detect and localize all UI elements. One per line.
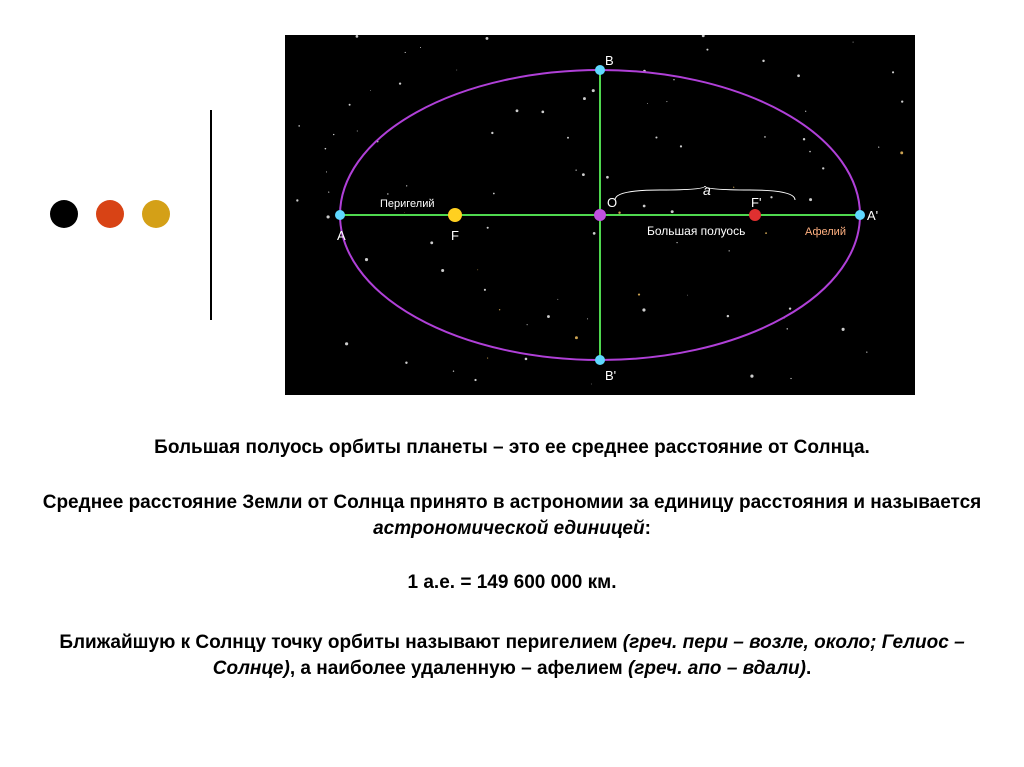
paragraph-au-value: 1 а.е. = 149 600 000 км. bbox=[30, 570, 994, 596]
p4-d: (греч. апо – вдали) bbox=[628, 658, 806, 679]
svg-text:a: a bbox=[703, 182, 711, 198]
p2-b: астрономической единицей bbox=[373, 518, 645, 539]
svg-text:F': F' bbox=[751, 195, 761, 210]
orbit-diagram: A A' B B' O F F' Перигелий Афелий Большая полуось… bbox=[285, 35, 915, 395]
svg-text:F: F bbox=[451, 228, 459, 243]
svg-text:B: B bbox=[605, 53, 614, 68]
dot-3 bbox=[142, 200, 170, 228]
svg-text:A': A' bbox=[867, 208, 878, 223]
paragraph-semi-axis: Большая полуось орбиты планеты – это ее … bbox=[30, 435, 994, 461]
p2-c: : bbox=[645, 518, 651, 539]
vertical-divider bbox=[210, 110, 212, 320]
svg-text:B': B' bbox=[605, 368, 616, 383]
p2-a: Среднее расстояние Земли от Солнца приня… bbox=[43, 492, 982, 513]
slide-indicator-dots bbox=[50, 200, 170, 228]
svg-text:O: O bbox=[607, 195, 617, 210]
svg-text:Большая полуось: Большая полуось bbox=[647, 224, 745, 238]
dot-1 bbox=[50, 200, 78, 228]
p1-text: Большая полуось орбиты планеты – это ее … bbox=[154, 437, 870, 458]
p3-text: 1 а.е. = 149 600 000 км. bbox=[408, 572, 617, 593]
paragraph-perihelion-aphelion: Ближайшую к Солнцу точку орбиты называют… bbox=[30, 630, 994, 681]
orbit-svg: A A' B B' O F F' Перигелий Афелий Большая полуось… bbox=[285, 35, 915, 395]
svg-text:Перигелий: Перигелий bbox=[380, 198, 435, 210]
dot-2 bbox=[96, 200, 124, 228]
svg-text:Афелий: Афелий bbox=[805, 226, 846, 238]
svg-text:A: A bbox=[337, 228, 346, 243]
p4-a: Ближайшую к Солнцу точку орбиты называют… bbox=[59, 632, 622, 653]
paragraph-au-definition: Среднее расстояние Земли от Солнца приня… bbox=[30, 490, 994, 541]
p4-e: . bbox=[806, 658, 811, 679]
p4-c: , а наиболее удаленную – афелием bbox=[290, 658, 628, 679]
